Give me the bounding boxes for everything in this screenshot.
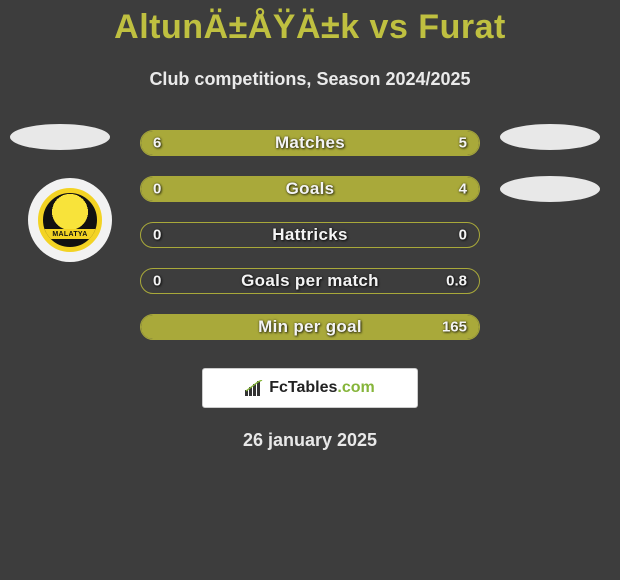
- bars-icon: [245, 380, 265, 396]
- attribution-card[interactable]: FcTables.com: [202, 368, 418, 408]
- stat-label: Min per goal: [258, 317, 362, 337]
- stat-row: 0 Goals 4: [140, 176, 480, 202]
- attribution-main: Tables: [288, 379, 338, 396]
- stat-label: Goals per match: [241, 271, 379, 291]
- stat-label: Hattricks: [272, 225, 347, 245]
- page-subtitle: Club competitions, Season 2024/2025: [0, 69, 620, 90]
- stat-value-right: 0.8: [446, 273, 467, 290]
- stat-value-left: 0: [153, 227, 161, 244]
- stat-value-right: 165: [442, 319, 467, 336]
- stat-row: 0 Goals per match 0.8: [140, 268, 480, 294]
- stat-row: 6 Matches 5: [140, 130, 480, 156]
- stat-label: Matches: [275, 133, 345, 153]
- club-left-badge-label: MALATYA: [43, 231, 97, 238]
- page-title: AltunÄ±ÅŸÄ±k vs Furat: [0, 0, 620, 47]
- stat-label: Goals: [286, 179, 335, 199]
- stat-value-left: 0: [153, 181, 161, 198]
- stat-value-right: 4: [459, 181, 467, 198]
- stat-row: 0 Hattricks 0: [140, 222, 480, 248]
- stat-row: Min per goal 165: [140, 314, 480, 340]
- date-label: 26 january 2025: [0, 430, 620, 451]
- stat-value-right: 5: [459, 135, 467, 152]
- stat-value-left: 6: [153, 135, 161, 152]
- stat-value-left: 0: [153, 273, 161, 290]
- stat-value-right: 0: [459, 227, 467, 244]
- attribution-prefix: Fc: [269, 379, 288, 396]
- fctables-logo: FcTables.com: [245, 379, 375, 397]
- attribution-suffix: .com: [337, 379, 374, 396]
